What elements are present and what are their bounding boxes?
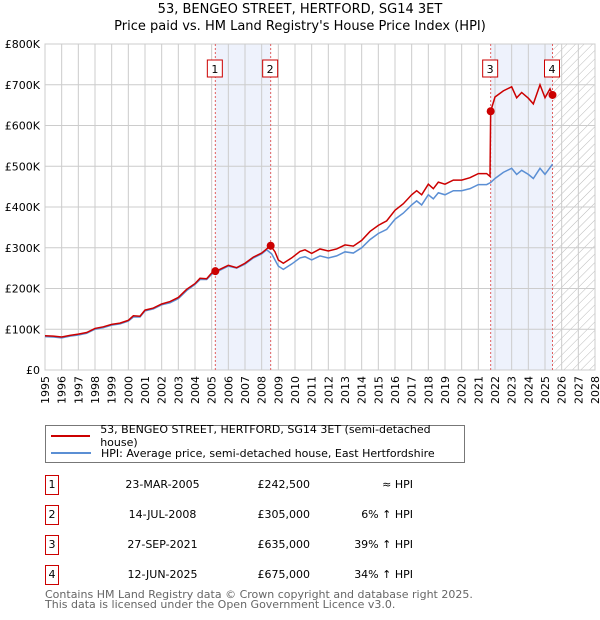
transaction-row: 2 14-JUL-2008 £305,000 6% ↑ HPI [45,505,465,525]
x-tick-label: 2024 [522,376,535,404]
x-tick-label: 2027 [572,376,585,404]
x-tick-label: 2014 [356,376,369,404]
legend-item-hpi: HPI: Average price, semi-detached house,… [46,445,435,461]
y-tick-label: £400K [5,201,41,214]
x-tick-label: 1997 [72,376,85,404]
x-tick-label: 1998 [89,376,102,404]
x-tick-label: 2015 [372,376,385,404]
legend-label-hpi: HPI: Average price, semi-detached house,… [101,446,435,460]
transaction-row: 4 12-JUN-2025 £675,000 34% ↑ HPI [45,565,465,585]
x-tick-label: 2019 [439,376,452,404]
y-tick-label: £100K [5,323,41,336]
transaction-number: 2 [45,505,59,525]
legend-item-property: 53, BENGEO STREET, HERTFORD, SG14 3ET (s… [46,423,464,449]
transaction-date: 12-JUN-2025 [127,568,198,581]
x-tick-label: 2005 [206,376,219,404]
x-tick-label: 2004 [189,376,202,404]
sale-number-box [262,59,279,78]
transaction-date: 14-JUL-2008 [128,508,197,521]
x-tick-label: 2002 [156,376,169,404]
transaction-date: 23-MAR-2005 [125,478,200,491]
transaction-price: £635,000 [257,538,311,551]
transaction-hpi-compare: 34% ↑ HPI [354,568,413,581]
hpi-line [44,163,554,339]
transaction-number: 3 [45,535,59,555]
x-tick-label: 2001 [139,376,152,404]
footer-attribution: Contains HM Land Registry data © Crown c… [45,588,473,611]
sale-number-label: 4 [549,63,556,76]
chart-legend: 53, BENGEO STREET, HERTFORD, SG14 3ET (s… [45,423,465,463]
x-tick-label: 2012 [322,376,335,404]
chart-title: 53, BENGEO STREET, HERTFORD, SG14 3ET [157,2,443,17]
x-tick-label: 2016 [389,376,402,404]
y-tick-label: £600K [5,120,41,133]
x-tick-label: 2020 [456,376,469,404]
transaction-number: 1 [45,475,59,495]
y-tick-label: £300K [5,242,41,255]
legend-label-property: 53, BENGEO STREET, HERTFORD, SG14 3ET (s… [100,423,431,449]
x-tick-label: 2013 [339,376,352,404]
transaction-row: 1 23-MAR-2005 £242,500 ≈ HPI [45,475,465,495]
chart-subtitle: Price paid vs. HM Land Registry's House … [114,19,486,34]
sale-number-box [206,59,223,78]
transaction-number: 4 [45,565,59,585]
footer-line-1: Contains HM Land Registry data © Crown c… [45,588,473,601]
x-tick-label: 1996 [56,376,69,404]
y-tick-label: £200K [5,283,41,296]
x-tick-label: 2007 [239,376,252,404]
transaction-hpi-compare: 39% ↑ HPI [354,538,413,551]
x-tick-label: 2026 [556,376,569,404]
legend-swatch-hpi [51,452,91,454]
x-tick-label: 2023 [506,376,519,404]
transaction-price: £242,500 [257,478,311,491]
sale-number-label: 3 [487,63,494,76]
x-tick-label: 2010 [289,376,302,404]
y-tick-label: £800K [5,38,41,51]
price-chart: 1 2 3 4 1995 1996 1997 1998 1999 2000 2001 2002 2003… [5,38,600,404]
transaction-hpi-compare: ≈ HPI [382,478,413,491]
x-tick-label: 2025 [539,376,552,404]
footer-line-2: This data is licensed under the Open Gov… [45,598,396,611]
sale-point [211,267,220,276]
property-price-line [44,82,554,338]
transaction-hpi-compare: 6% ↑ HPI [361,508,413,521]
sale-point [548,90,557,99]
y-tick-label: £0 [26,364,40,377]
x-tick-label: 2000 [122,376,135,404]
x-tick-label: 2028 [589,376,600,404]
x-tick-label: 2022 [489,376,502,404]
x-tick-label: 2006 [222,376,235,404]
x-tick-label: 1995 [39,376,52,404]
sale-number-label: 2 [267,63,274,76]
x-tick-label: 2003 [172,376,185,404]
transaction-price: £675,000 [257,568,311,581]
y-tick-label: £500K [5,160,41,173]
x-tick-label: 2021 [472,376,485,404]
transaction-row: 3 27-SEP-2021 £635,000 39% ↑ HPI [45,535,465,555]
sale-number-label: 1 [211,63,218,76]
x-tick-label: 2008 [256,376,269,404]
y-tick-label: £700K [5,79,41,92]
plot-frame [44,43,596,371]
x-tick-label: 2018 [422,376,435,404]
x-tick-label: 2009 [272,376,285,404]
x-tick-label: 2017 [406,376,419,404]
sale-point [486,107,495,116]
x-tick-label: 2011 [306,376,319,404]
legend-swatch-property [51,435,91,437]
transaction-date: 27-SEP-2021 [127,538,198,551]
sale-point [266,241,275,250]
sale-number-box [544,59,560,78]
sale-number-box [482,59,499,78]
transaction-price: £305,000 [257,508,311,521]
x-tick-label: 1999 [106,376,119,404]
